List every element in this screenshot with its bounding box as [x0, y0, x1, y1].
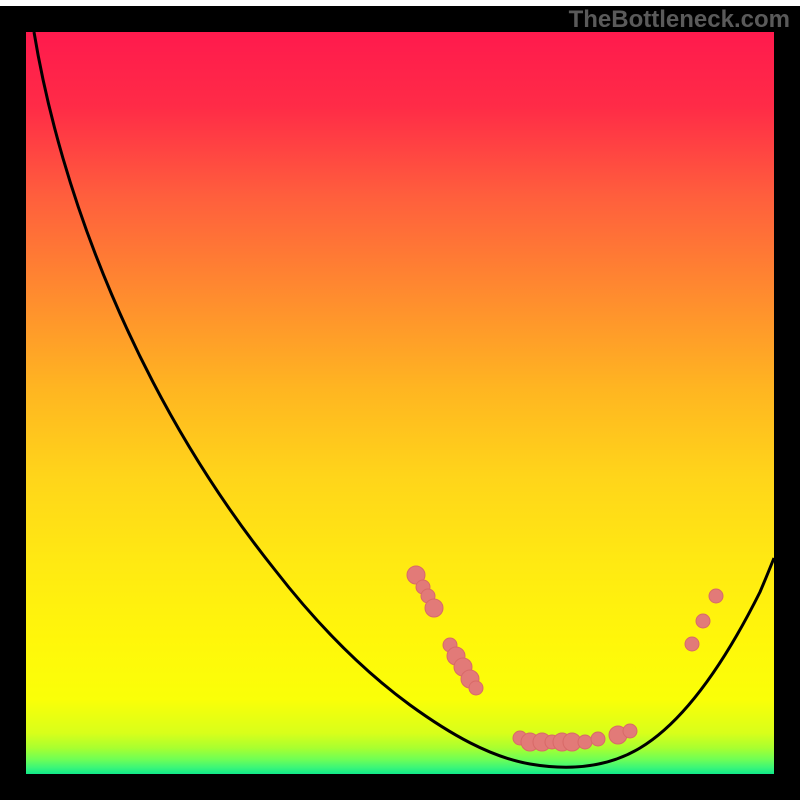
data-marker — [578, 735, 592, 749]
data-marker — [696, 614, 710, 628]
plot-background — [26, 32, 774, 774]
data-marker — [709, 589, 723, 603]
data-marker — [623, 724, 637, 738]
watermark-text: TheBottleneck.com — [569, 6, 790, 34]
data-marker — [591, 732, 605, 746]
data-marker — [685, 637, 699, 651]
data-marker — [469, 681, 483, 695]
data-marker — [425, 599, 443, 617]
bottleneck-chart: TheBottleneck.com — [0, 0, 800, 800]
chart-svg — [0, 0, 800, 800]
